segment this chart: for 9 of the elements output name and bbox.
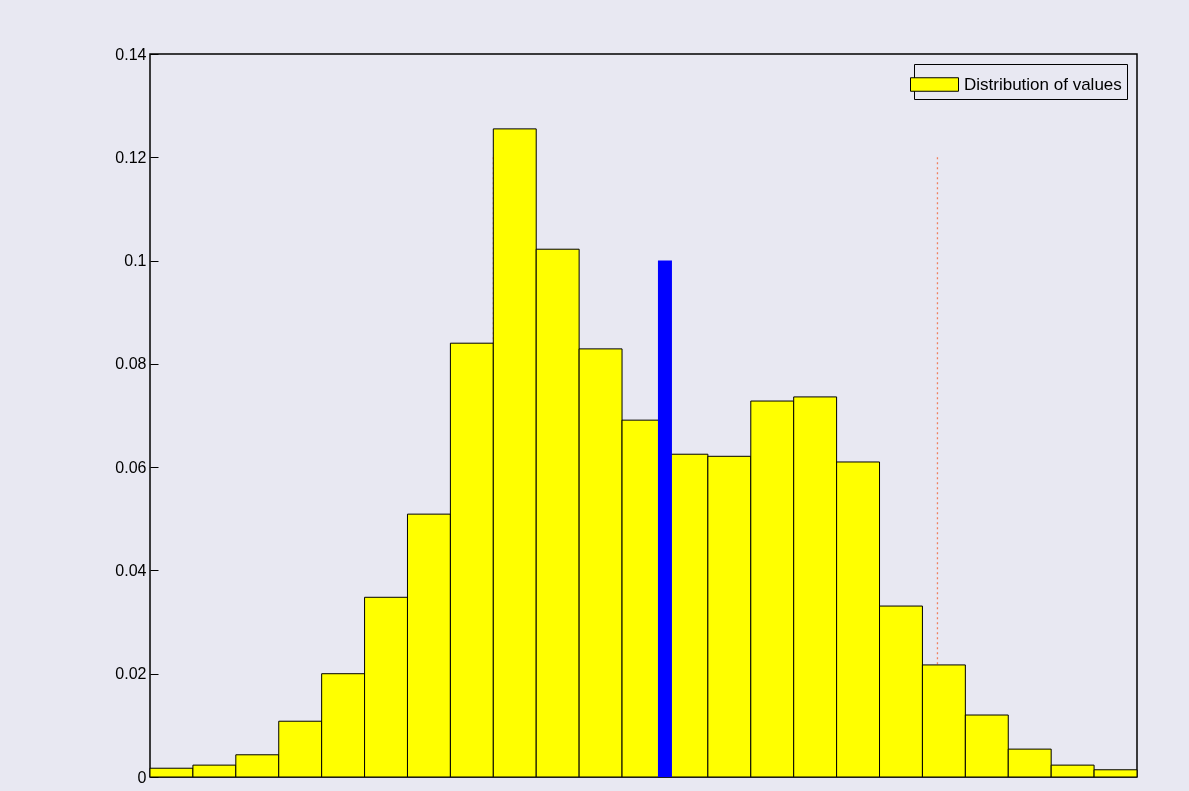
legend-label: Distribution of values [964,74,1122,94]
y-tick-label: 0 [137,768,147,786]
y-tick-label: 0.12 [115,148,147,166]
y-tick-label: 0.06 [115,458,147,476]
y-tick-label: 0.08 [115,355,147,373]
y-tick-label: 0.02 [115,665,147,683]
y-tick-label: 0.04 [115,561,147,579]
y-tick-label: 0.1 [124,252,147,270]
y-tick-label: 0.14 [115,45,147,63]
